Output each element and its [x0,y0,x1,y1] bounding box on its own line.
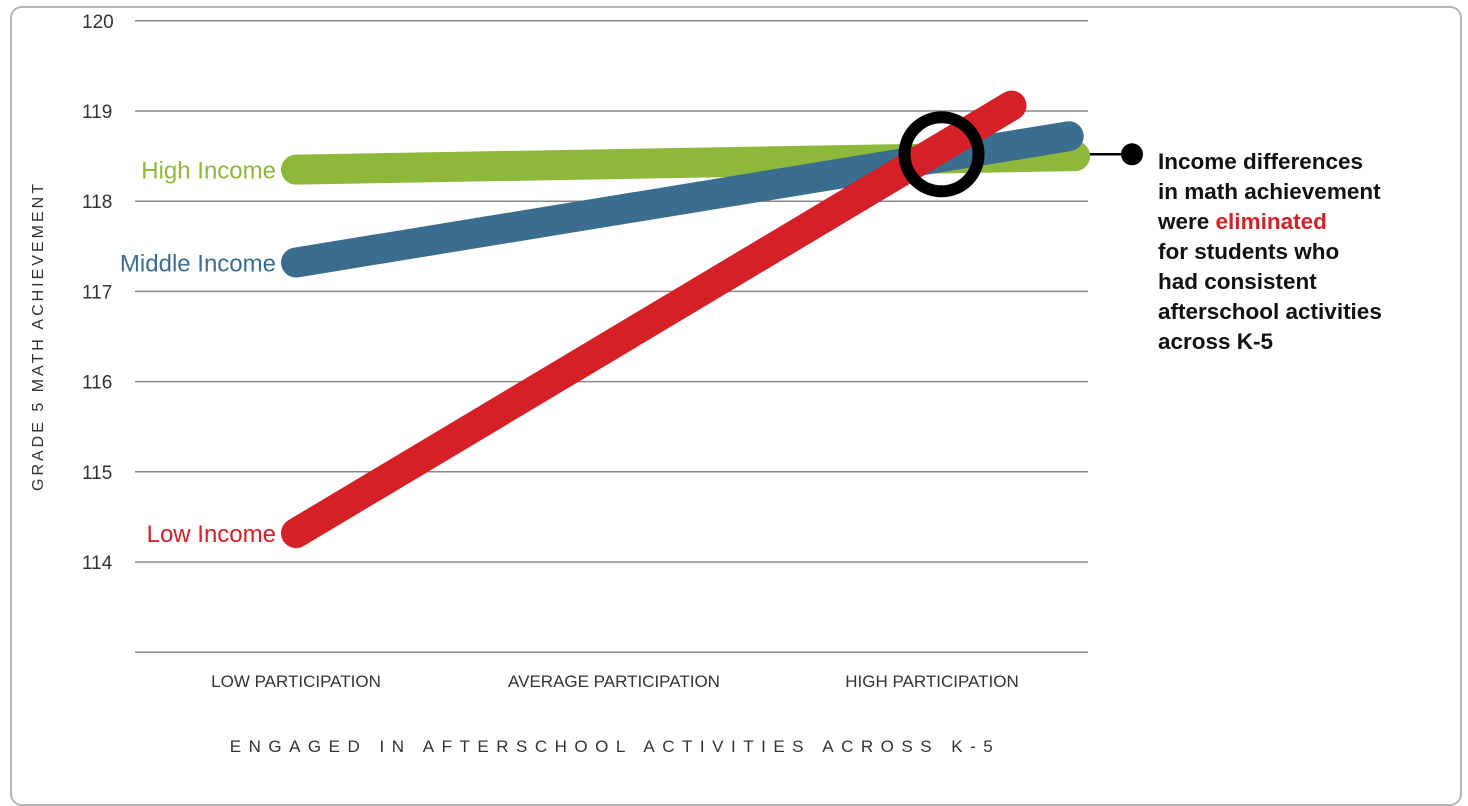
series-labels: High Income Middle Income Low Income [120,158,276,549]
y-tick-label: 114 [82,553,113,574]
highlight-ring [898,111,985,198]
x-tick-label: HIGH PARTICIPATION [845,672,1018,691]
y-axis-title: GRADE 5 MATH ACHIEVEMENT [30,181,47,491]
annotation-line: had consistent [1158,267,1463,297]
y-tick-label: 116 [82,373,112,394]
x-tick-labels: LOW PARTICIPATION AVERAGE PARTICIPATION HI… [211,672,1019,691]
annotation-segment: Income differences [1158,149,1364,174]
series-line-low-income [281,90,1027,549]
annotation-segment: were [1158,209,1216,234]
leader-dot [1121,143,1143,166]
y-tick-label: 117 [82,282,112,303]
x-tick-label: AVERAGE PARTICIPATION [508,672,720,691]
y-tick-label: 118 [82,192,112,213]
line-chart: 114 115 116 117 118 119 120 LOW PARTICIPATION A… [30,12,1143,756]
x-tick-label: LOW PARTICIPATION [211,672,381,691]
x-axis-title: ENGAGED IN AFTERSCHOOL ACTIVITIES ACROSS… [230,737,1001,756]
annotation-line: in math achievement [1158,177,1463,207]
annotation-segment: afterschool activities [1158,299,1382,324]
series-label-high-income: High Income [141,158,276,185]
series-lines [281,90,1091,549]
series-label-low-income: Low Income [147,521,276,548]
annotation-line: for students who [1158,237,1463,267]
annotation-segment: in math achievement [1158,179,1381,204]
annotation-line: Income differences [1158,147,1463,177]
y-tick-labels: 114 115 116 117 118 119 120 [82,12,114,574]
y-tick-label: 119 [82,102,112,123]
y-tick-label: 115 [82,463,112,484]
highlight-circle [898,111,985,198]
gridlines [135,20,1088,653]
annotation-line: afterschool activities [1158,297,1463,327]
annotation-text: Income differences in math achievement wer… [1158,147,1463,357]
y-tick-label: 120 [82,12,114,33]
annotation-segment: across K-5 [1158,329,1274,354]
annotation-line: were eliminated [1158,207,1463,237]
annotation-segment: had consistent [1158,269,1317,294]
annotation-highlight: eliminated [1215,209,1327,234]
annotation-segment: for students who [1158,239,1340,264]
series-label-middle-income: Middle Income [120,251,276,278]
annotation-line: across K-5 [1158,327,1463,357]
